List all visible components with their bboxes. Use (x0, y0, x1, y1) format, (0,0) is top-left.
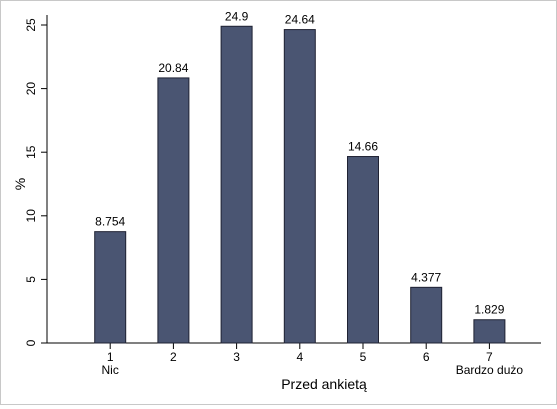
x-tick-label: 4 (296, 350, 303, 364)
y-axis-title: % (12, 178, 28, 190)
bar (283, 29, 316, 344)
y-tick-label: 25 (24, 18, 38, 32)
bar-value-label: 1.829 (474, 303, 504, 317)
bar-value-label: 14.66 (348, 140, 378, 154)
bar-value-label: 8.754 (95, 215, 125, 229)
y-tick-label: 10 (24, 209, 38, 223)
x-tick-label: 2 (170, 350, 177, 364)
bar (94, 231, 127, 344)
y-tick-label: 5 (24, 276, 38, 283)
bar (347, 156, 379, 344)
bar-value-label: 24.9 (225, 9, 249, 23)
bar (157, 77, 190, 344)
bar-value-label: 24.64 (285, 13, 315, 27)
y-axis: 0 5 10 15 20 25 (24, 15, 48, 346)
bar (220, 25, 253, 344)
x-tick-sublabel: Nic (102, 363, 119, 377)
bar (473, 319, 506, 344)
x-tick-label: 7 (486, 350, 493, 364)
y-tick-label: 0 (24, 339, 38, 346)
x-tick-label: 5 (360, 350, 367, 364)
bar-value-label: 4.377 (411, 270, 441, 284)
x-tick-sublabel: Bardzo dużo (456, 363, 524, 377)
bars (94, 25, 506, 344)
x-axis-title: Przed ankietą (281, 376, 367, 392)
data-labels: 8.754 20.84 24.9 24.64 14.66 4.377 1.829 (95, 9, 505, 316)
y-tick-label: 15 (24, 145, 38, 159)
x-tick-label: 6 (423, 350, 430, 364)
x-tick-label: 1 (107, 350, 114, 364)
x-tick-label: 3 (233, 350, 240, 364)
y-tick-label: 20 (24, 82, 38, 96)
bar-value-label: 20.84 (158, 61, 188, 75)
bar (410, 286, 443, 344)
